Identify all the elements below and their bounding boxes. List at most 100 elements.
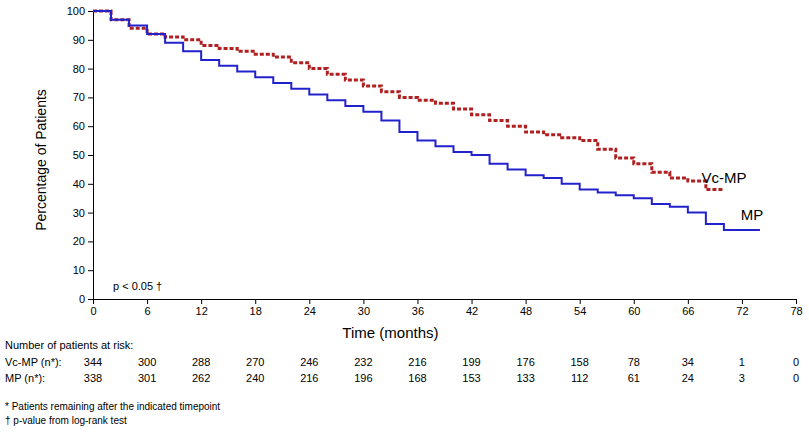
at-risk-value: 3 [739,372,745,384]
y-tick: 50 [73,149,93,161]
x-axis-title: Time (months) [342,324,438,341]
at-risk-value: 0 [793,356,799,368]
y-tick-mark [88,155,93,156]
x-tick-mark [363,299,364,304]
x-tick-label: 30 [358,305,370,317]
at-risk-value: 34 [682,356,694,368]
at-risk-value: 0 [793,372,799,384]
y-tick: 90 [73,34,93,46]
footnote: † p-value from log-rank test [5,415,127,426]
y-tick-label: 30 [73,207,85,219]
at-risk-value: 158 [571,356,589,368]
footnote: * Patients remaining after the indicated… [5,401,220,412]
y-tick-label: 100 [67,5,85,17]
y-tick-label: 40 [73,178,85,190]
x-tick-label: 66 [682,305,694,317]
at-risk-value: 1 [739,356,745,368]
at-risk-value: 216 [408,356,426,368]
y-tick-label: 70 [73,91,85,103]
x-tick: 18 [250,299,262,317]
x-tick-mark [93,299,94,304]
x-tick-mark [580,299,581,304]
at-risk-value: 199 [462,356,480,368]
x-tick-mark [634,299,635,304]
x-tick-label: 60 [628,305,640,317]
at-risk-value: 153 [462,372,480,384]
at-risk-value: 300 [138,356,156,368]
y-tick: 80 [73,63,93,75]
y-tick: 70 [73,91,93,103]
x-tick-label: 18 [250,305,262,317]
at-risk-value: 344 [84,356,102,368]
at-risk-value: 78 [628,356,640,368]
y-tick-mark [88,213,93,214]
y-tick-mark [88,241,93,242]
x-tick-label: 78 [790,305,802,317]
at-risk-value: 112 [571,372,589,384]
x-tick: 6 [145,299,151,317]
x-tick: 66 [682,299,694,317]
y-tick: 30 [73,207,93,219]
series-label: Vc-MP [701,169,746,186]
at-risk-value: 24 [682,372,694,384]
y-tick: 40 [73,178,93,190]
x-tick: 60 [628,299,640,317]
at-risk-value: 176 [516,356,534,368]
x-tick-label: 24 [304,305,316,317]
series-label: MP [741,206,764,223]
at-risk-value: 246 [300,356,318,368]
y-tick-mark [88,40,93,41]
at-risk-value: 216 [300,372,318,384]
at-risk-value: 61 [628,372,640,384]
y-tick-label: 90 [73,34,85,46]
at-risk-value: 270 [246,356,264,368]
x-tick-mark [417,299,418,304]
y-tick: 20 [73,235,93,247]
x-tick-label: 0 [90,305,96,317]
at-risk-value: 196 [354,372,372,384]
x-axis: 06121824303642485460667278 [90,299,802,317]
y-tick-label: 0 [79,293,85,305]
x-tick: 72 [736,299,748,317]
survival-line [93,11,760,230]
x-tick: 78 [790,299,802,317]
at-risk-title: Number of patients at risk: [5,339,133,351]
y-tick-mark [88,270,93,271]
x-tick: 12 [196,299,208,317]
at-risk-value: 232 [354,356,372,368]
at-risk-value: 133 [516,372,534,384]
y-axis-title: Percentage of Patients [33,89,49,231]
y-tick: 10 [73,264,93,276]
at-risk-value: 301 [138,372,156,384]
y-tick-label: 60 [73,120,85,132]
y-tick-mark [88,11,93,12]
x-tick-label: 12 [196,305,208,317]
x-tick-mark [742,299,743,304]
x-tick-mark [688,299,689,304]
x-tick-mark [526,299,527,304]
chart: 0612182430364248546066727801020304050607… [0,0,809,433]
y-tick-mark [88,126,93,127]
annotation: p < 0.05 † [113,280,162,292]
x-tick-label: 72 [736,305,748,317]
x-tick-mark [255,299,256,304]
x-tick: 54 [574,299,586,317]
at-risk-value: 168 [408,372,426,384]
y-tick: 100 [67,5,93,17]
x-tick-label: 6 [145,305,151,317]
x-tick-mark [147,299,148,304]
y-axis: 0 10 20 30 40 50 60 70 80 90 100 [67,5,94,305]
y-tick-label: 10 [73,264,85,276]
survival-line [93,11,724,190]
y-tick: 0 [79,293,93,305]
x-tick: 0 [90,299,96,317]
x-tick: 30 [358,299,370,317]
x-tick-label: 42 [466,305,478,317]
x-tick: 24 [304,299,316,317]
y-tick-label: 50 [73,149,85,161]
y-axis-line [93,12,94,300]
at-risk-label: MP (n*): [5,372,45,384]
x-tick-mark [309,299,310,304]
x-tick: 42 [466,299,478,317]
plot-area [93,11,760,230]
